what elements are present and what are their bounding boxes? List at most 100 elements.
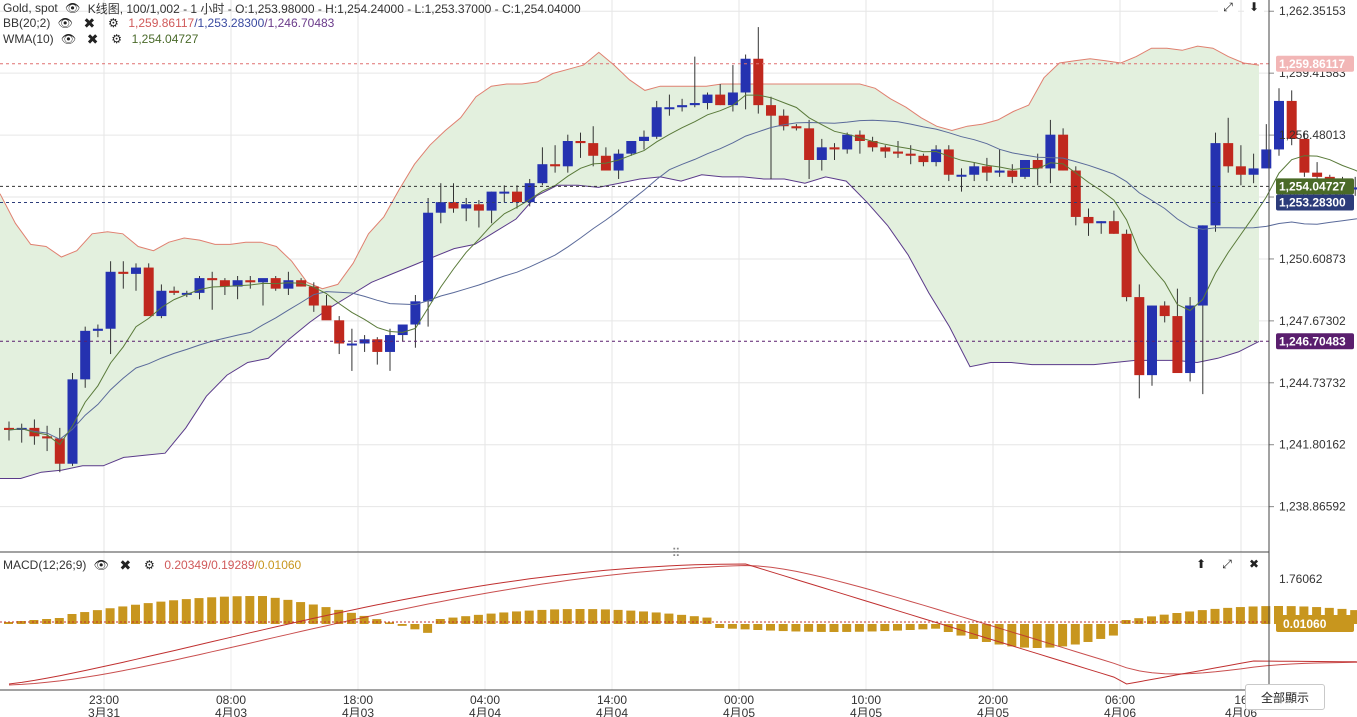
candle-body: [1134, 297, 1145, 376]
candle-body: [143, 267, 154, 317]
candle-body: [994, 170, 1005, 173]
candle-body: [766, 105, 776, 116]
eye-icon[interactable]: 👁: [65, 1, 81, 15]
expand-icon[interactable]: ⤢: [1217, 557, 1237, 571]
macd-histogram-bar: [804, 624, 814, 632]
macd-histogram-bar: [626, 610, 636, 624]
macd-histogram-bar: [105, 608, 115, 624]
show-all-button[interactable]: 全部顯示: [1245, 684, 1325, 710]
macd-histogram-bar: [283, 599, 293, 624]
macd-histogram-bar: [969, 624, 979, 639]
candle-body: [1274, 100, 1284, 150]
candle-body: [258, 278, 268, 283]
macd-sep-1: /: [207, 558, 212, 572]
macd-histogram-bar: [346, 612, 356, 624]
macd-histogram-bar: [816, 624, 826, 632]
candle-body: [677, 105, 688, 108]
macd-histogram-bar: [600, 609, 610, 624]
macd-value-1: 0.20349: [164, 558, 208, 572]
candle-body: [562, 141, 573, 167]
candle-body: [575, 141, 586, 144]
candle-body: [410, 301, 421, 325]
wma-value: 1,254.04727: [131, 32, 199, 46]
macd-histogram-bar: [397, 624, 407, 626]
candle-body: [42, 436, 53, 439]
candle-body: [1032, 159, 1043, 169]
candle-body: [207, 278, 218, 281]
candle-body: [512, 191, 522, 203]
gear-icon[interactable]: ⚙: [107, 16, 119, 30]
up-arrow-icon[interactable]: ⬆: [1191, 557, 1211, 571]
candle-body: [486, 191, 497, 211]
candle-body: [613, 153, 624, 171]
eye-icon[interactable]: 👁: [61, 32, 77, 46]
candle-body: [346, 343, 357, 346]
candle-body: [397, 324, 408, 336]
macd-histogram-bar: [512, 611, 521, 624]
instrument-name: Gold, spot: [3, 1, 58, 15]
close-icon[interactable]: ✖: [86, 30, 99, 47]
candle-body: [372, 339, 383, 352]
macd-histogram-bar: [524, 610, 534, 624]
candle-body: [1083, 216, 1094, 224]
macd-histogram-bar: [1045, 624, 1055, 648]
candle-body: [1210, 143, 1221, 226]
candle-body: [804, 128, 815, 160]
eye-icon[interactable]: 👁: [57, 16, 73, 30]
macd-histogram-bar: [1185, 611, 1195, 624]
macd-histogram-bar: [893, 624, 902, 631]
candle-body: [232, 280, 243, 287]
macd-histogram-bar: [448, 617, 458, 624]
band-fill: [0, 46, 1259, 479]
macd-histogram-bar: [994, 624, 1004, 645]
macd-histogram-bar: [778, 624, 788, 632]
price-badge-text-wma: 1,254.04727: [1279, 179, 1346, 193]
macd-histogram-bar: [842, 624, 852, 632]
candle-body: [1121, 233, 1132, 298]
macd-histogram-bar: [67, 614, 77, 624]
candle-body: [245, 280, 256, 283]
macd-histogram-bar: [981, 624, 991, 642]
macd-histogram-bar: [499, 612, 509, 624]
gear-icon[interactable]: ⚙: [143, 558, 155, 572]
x-tick-time: 20:00: [978, 693, 1008, 707]
macd-histogram-bar: [143, 603, 153, 624]
candle-body: [537, 164, 548, 184]
candle-body: [791, 126, 802, 129]
macd-value-2: 0.19289: [211, 558, 255, 572]
macd-histogram-bar: [791, 624, 801, 632]
macd-histogram-bar: [905, 624, 915, 630]
candle-body: [740, 58, 751, 93]
download-icon[interactable]: ⬇: [1244, 0, 1264, 14]
y-tick-label: 1,244.73732: [1279, 376, 1346, 390]
eye-icon[interactable]: 👁: [93, 558, 109, 572]
bb-lower-line: [0, 174, 1260, 479]
drag-handle-icon[interactable]: ⠿: [671, 546, 681, 560]
macd-histogram-bar: [80, 612, 90, 624]
macd-histogram-bar: [880, 624, 890, 632]
bb-values: 1,259.86117/1,253.28300/1,246.70483: [128, 16, 334, 30]
candle-body: [842, 134, 853, 150]
x-tick-time: 04:00: [470, 693, 500, 707]
bb-upper-value: 1,259.86117: [128, 16, 195, 30]
y-tick-label: 1,250.60873: [1279, 252, 1346, 266]
candle-body: [308, 286, 319, 306]
macd-histogram-bar: [689, 616, 699, 624]
candle-body: [829, 147, 840, 150]
candle-body: [651, 107, 662, 137]
macd-label: MACD(12;26;9): [3, 558, 87, 572]
gear-icon[interactable]: ⚙: [111, 32, 123, 46]
candle-body: [880, 147, 891, 152]
close-icon[interactable]: ✖: [1244, 557, 1264, 571]
bollinger-band: [0, 45, 1260, 479]
macd-histogram-bar: [194, 598, 204, 624]
y-tick-label: 1,247.67302: [1279, 314, 1346, 328]
close-icon[interactable]: ✖: [83, 14, 96, 31]
candle-body: [1185, 305, 1196, 374]
macd-histogram-bar: [181, 599, 191, 624]
macd-histogram-bar: [486, 613, 496, 624]
x-tick-date: 4月06: [1225, 706, 1257, 717]
expand-icon[interactable]: ⤢: [1218, 0, 1238, 14]
close-icon[interactable]: ✖: [119, 556, 132, 573]
